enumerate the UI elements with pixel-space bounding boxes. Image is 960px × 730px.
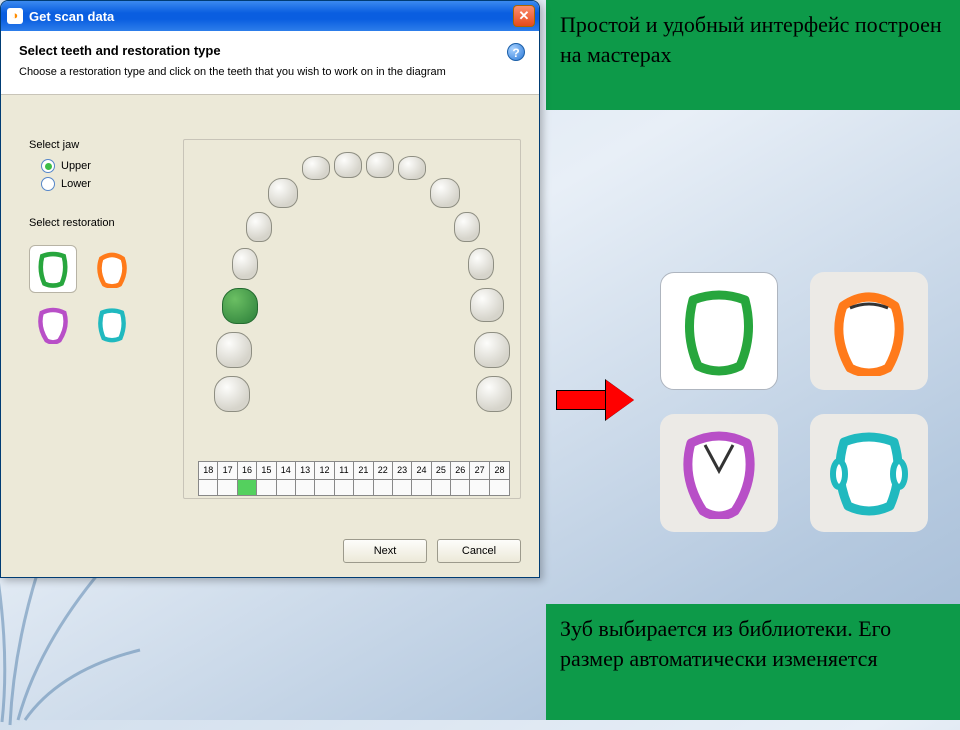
tooth[interactable] xyxy=(246,212,272,242)
jaw-upper-label: Upper xyxy=(61,160,91,172)
app-icon: ◑ xyxy=(7,8,23,24)
button-row: Next Cancel xyxy=(1,531,539,577)
restoration-veneer[interactable] xyxy=(29,301,77,349)
tooth-select-cell[interactable] xyxy=(412,480,431,495)
tooth-number-cell: 16 xyxy=(238,462,257,479)
jaw-lower-label: Lower xyxy=(61,178,91,190)
tooth-number-cell: 25 xyxy=(432,462,451,479)
tooth-select-cell[interactable] xyxy=(199,480,218,495)
window-title: Get scan data xyxy=(29,9,114,24)
tooth-number-cell: 11 xyxy=(335,462,354,479)
tooth-number-row: 18171615141312112122232425262728 xyxy=(198,461,510,480)
close-icon: ✕ xyxy=(519,8,530,24)
arrow-icon xyxy=(556,380,636,420)
tooth[interactable] xyxy=(470,288,504,322)
tooth-select-cell[interactable] xyxy=(277,480,296,495)
tooth-select-cell[interactable] xyxy=(470,480,489,495)
callout-top: Простой и удобный интерфейс построен на … xyxy=(546,0,960,110)
callout-bottom: Зуб выбирается из библиотеки. Его размер… xyxy=(546,604,960,720)
tooth[interactable] xyxy=(476,376,512,412)
restoration-coping[interactable] xyxy=(88,245,136,293)
tooth[interactable] xyxy=(302,156,330,180)
tooth-number-cell: 27 xyxy=(470,462,489,479)
dialog-window: ◑ Get scan data ✕ Select teeth and resto… xyxy=(0,0,540,578)
tooth-select-row xyxy=(198,480,510,496)
jaw-lower-radio[interactable]: Lower xyxy=(41,177,169,191)
next-button[interactable]: Next xyxy=(343,539,427,563)
jaw-upper-radio[interactable]: Upper xyxy=(41,159,169,173)
side-panel: Select jaw Upper Lower Select restoratio… xyxy=(29,139,169,519)
tooth[interactable] xyxy=(334,152,362,178)
close-button[interactable]: ✕ xyxy=(513,5,535,27)
tooth[interactable] xyxy=(222,288,258,324)
tooth-select-cell[interactable] xyxy=(315,480,334,495)
tooth-select-cell[interactable] xyxy=(218,480,237,495)
tooth-number-cell: 13 xyxy=(296,462,315,479)
restoration-large-coping[interactable] xyxy=(810,272,928,390)
select-jaw-label: Select jaw xyxy=(29,139,169,151)
select-restoration-label: Select restoration xyxy=(29,217,169,229)
tooth-select-cell[interactable] xyxy=(238,480,257,495)
tooth[interactable] xyxy=(398,156,426,180)
tooth-number-cell: 22 xyxy=(374,462,393,479)
restoration-palette-large xyxy=(650,262,940,542)
tooth[interactable] xyxy=(474,332,510,368)
tooth[interactable] xyxy=(366,152,394,178)
tooth-number-cell: 15 xyxy=(257,462,276,479)
tooth[interactable] xyxy=(430,178,460,208)
tooth-select-cell[interactable] xyxy=(432,480,451,495)
tooth-select-cell[interactable] xyxy=(490,480,509,495)
restoration-full-crown[interactable] xyxy=(29,245,77,293)
header-title: Select teeth and restoration type xyxy=(19,43,521,58)
tooth[interactable] xyxy=(232,248,258,280)
jaw-diagram[interactable]: 18171615141312112122232425262728 xyxy=(183,139,521,499)
restoration-inlay[interactable] xyxy=(88,301,136,349)
restoration-large-veneer[interactable] xyxy=(660,414,778,532)
cancel-button[interactable]: Cancel xyxy=(437,539,521,563)
tooth[interactable] xyxy=(468,248,494,280)
tooth-select-cell[interactable] xyxy=(296,480,315,495)
tooth-number-cell: 12 xyxy=(315,462,334,479)
radio-icon xyxy=(41,177,55,191)
tooth[interactable] xyxy=(268,178,298,208)
tooth-select-cell[interactable] xyxy=(257,480,276,495)
header-subtitle: Choose a restoration type and click on t… xyxy=(19,66,521,78)
tooth-number-cell: 14 xyxy=(277,462,296,479)
tooth-number-cell: 18 xyxy=(199,462,218,479)
tooth-number-cell: 21 xyxy=(354,462,373,479)
tooth-number-cell: 17 xyxy=(218,462,237,479)
restoration-large-inlay[interactable] xyxy=(810,414,928,532)
tooth[interactable] xyxy=(216,332,252,368)
tooth-select-cell[interactable] xyxy=(393,480,412,495)
radio-icon xyxy=(41,159,55,173)
tooth-number-cell: 26 xyxy=(451,462,470,479)
tooth-select-cell[interactable] xyxy=(451,480,470,495)
tooth-select-cell[interactable] xyxy=(335,480,354,495)
tooth[interactable] xyxy=(454,212,480,242)
help-icon[interactable]: ? xyxy=(507,43,525,61)
tooth-number-cell: 23 xyxy=(393,462,412,479)
tooth-select-cell[interactable] xyxy=(354,480,373,495)
tooth-number-cell: 28 xyxy=(490,462,509,479)
tooth-select-cell[interactable] xyxy=(374,480,393,495)
restoration-large-full-crown[interactable] xyxy=(660,272,778,390)
titlebar[interactable]: ◑ Get scan data ✕ xyxy=(1,1,539,31)
tooth-number-cell: 24 xyxy=(412,462,431,479)
restoration-palette xyxy=(29,245,139,349)
tooth[interactable] xyxy=(214,376,250,412)
header-panel: Select teeth and restoration type Choose… xyxy=(1,31,539,95)
